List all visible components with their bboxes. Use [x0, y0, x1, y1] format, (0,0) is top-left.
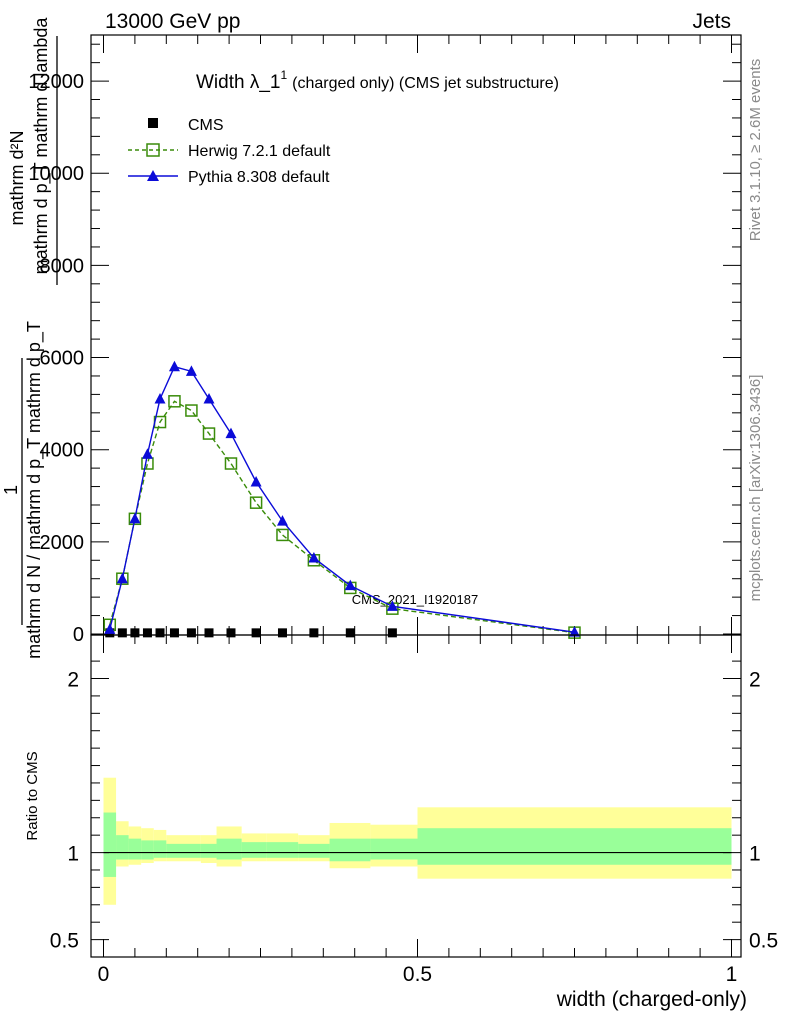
legend-marker-cms [148, 118, 158, 128]
band-green [200, 843, 217, 858]
y-tick-label: 2000 [40, 532, 85, 554]
ratio-y-tick-label: 0.5 [50, 930, 79, 953]
y-tick-label: 4000 [40, 440, 85, 462]
ratio-y-tick-label: 2 [67, 669, 79, 692]
point-cms [226, 628, 236, 638]
point-cms [155, 628, 165, 638]
band-green [166, 843, 182, 858]
point-pythia [185, 365, 197, 376]
legend-label-herwig: Herwig 7.2.1 default [188, 143, 331, 160]
point-pythia [344, 579, 356, 591]
point-pythia [308, 551, 320, 563]
ratio-y-tick-label-right: 0.5 [749, 930, 778, 953]
band-green [103, 812, 117, 877]
ratio-bands [103, 777, 732, 905]
point-pythia [129, 512, 141, 524]
point-cms [186, 628, 196, 638]
ylabel-bottom: mathrm d N / mathrm d p_T mathrm d p_T [24, 321, 45, 659]
plot-title: Width λ_11 (charged only) (CMS jet substr… [196, 68, 559, 93]
main-ylabel: mathrm d²N mathrm d p_T mathrm d lambda … [1, 17, 58, 659]
x-tick-label: 1 [726, 963, 738, 986]
legend-marker-pythia [147, 170, 159, 181]
point-pythia [276, 515, 288, 526]
ratio-ylabel: Ratio to CMS [24, 751, 41, 840]
band-green [329, 838, 371, 862]
ylabel-top2: mathrm d p_T mathrm d lambda [31, 17, 52, 275]
xlabel: width (charged-only) [556, 988, 747, 1011]
energy-label: 13000 GeV pp [105, 10, 240, 33]
point-herwig [141, 457, 154, 470]
point-herwig [249, 496, 263, 509]
y-tick-label: 0 [73, 624, 84, 646]
point-cms [204, 628, 214, 638]
band-green [153, 840, 167, 858]
point-cms [251, 628, 261, 638]
point-pythia [141, 448, 153, 459]
main-panel: 0 2000 4000 6000 8000 10000 12000 CMS_2021_I19… [1, 17, 742, 659]
point-cms [117, 628, 127, 638]
legend: CMS Herwig 7.2.1 default Pythia 8.308 de… [128, 117, 331, 186]
point-herwig [185, 404, 198, 417]
band-green [266, 842, 299, 858]
point-herwig [202, 427, 216, 440]
point-pythia [250, 475, 262, 487]
point-cms [142, 628, 152, 638]
point-cms [277, 628, 287, 638]
ylabel-one: 1 [1, 485, 21, 495]
mcplots-label: mcplots.cern.ch [arXiv:1306.3436] [747, 375, 764, 602]
point-herwig [224, 457, 238, 470]
point-pythia [104, 623, 116, 634]
band-green [298, 843, 330, 858]
point-pythia [386, 600, 398, 611]
point-cms [130, 628, 140, 638]
legend-label-cms: CMS [188, 117, 224, 134]
point-pythia [116, 572, 128, 584]
band-green [182, 843, 201, 858]
rivet-label: Rivet 3.1.10, ≥ 2.6M events [747, 59, 764, 242]
point-pythia [168, 360, 180, 372]
watermark-label: CMS_2021_I1920187 [352, 592, 479, 607]
ratio-panel: 0.5 0.5 1 1 2 2 0 0.5 1 Ratio to CMS width (char… [24, 634, 778, 1011]
legend-label-pythia: Pythia 8.308 default [188, 169, 330, 186]
point-cms [387, 628, 397, 638]
ratio-frame [90, 634, 742, 958]
legend-marker-herwig [146, 143, 160, 157]
plot-title-sup: 1 [280, 68, 287, 82]
point-herwig [276, 528, 289, 542]
ratio-y-tick-label: 1 [67, 843, 79, 866]
y-tick-label: 10000 [28, 163, 84, 185]
point-cms [345, 628, 355, 638]
point-herwig [168, 395, 181, 408]
y-tick-label: 12000 [28, 71, 84, 93]
point-pythia [225, 427, 237, 439]
process-label: Jets [692, 10, 731, 33]
band-green [128, 838, 142, 860]
point-pythia [569, 626, 580, 637]
band-green [241, 842, 267, 858]
ratio-axes: 0.5 0.5 1 1 2 2 0 0.5 1 [50, 635, 778, 986]
series-line-herwig [109, 400, 575, 634]
band-green [116, 835, 129, 860]
ratio-y-tick-label-right: 1 [749, 843, 761, 866]
plot-subtitle: (charged only) (CMS jet substructure) [292, 75, 559, 92]
band-green [370, 838, 418, 860]
y-tick-label: 8000 [40, 255, 85, 277]
point-pythia [203, 393, 215, 404]
point-cms [169, 628, 179, 638]
band-green [417, 828, 732, 865]
point-pythia [154, 393, 166, 404]
band-green [216, 838, 242, 860]
band-green [141, 840, 154, 860]
main-axes: 0 2000 4000 6000 8000 10000 12000 [28, 35, 741, 646]
x-tick-label: 0 [98, 963, 110, 986]
plot-title-main: Width λ_1 [196, 72, 280, 93]
main-series [103, 360, 581, 639]
y-tick-label: 6000 [40, 348, 85, 370]
point-cms [309, 628, 319, 638]
x-tick-label: 0.5 [403, 963, 432, 986]
ratio-y-tick-label-right: 2 [749, 669, 761, 692]
ylabel-top: mathrm d²N [7, 130, 27, 225]
